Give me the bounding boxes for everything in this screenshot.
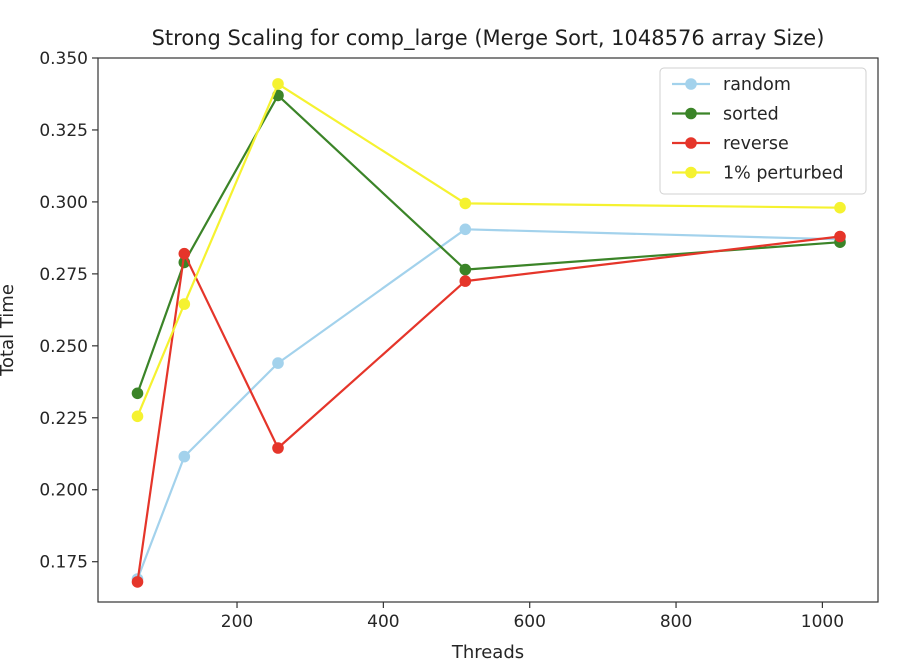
data-point-reverse: [178, 247, 191, 260]
y-axis-label: Total Time: [0, 284, 18, 377]
legend-box: [659, 67, 867, 195]
series-line-random: [136, 228, 841, 580]
series-line-reverse: [136, 235, 841, 583]
series-layer: [131, 78, 846, 588]
data-point-reverse: [834, 230, 846, 243]
legend-item-random: random: [672, 75, 791, 95]
data-point-1-perturbed: [272, 78, 284, 90]
y-tick-label: 0.200: [39, 481, 88, 501]
data-point-random: [459, 223, 472, 236]
x-tick-label: 1000: [801, 612, 844, 632]
data-point-reverse: [459, 275, 472, 287]
legend-swatch-marker: [685, 166, 697, 179]
plot-area-frame: [97, 57, 879, 603]
legend-label: sorted: [723, 105, 779, 125]
legend-label: reverse: [723, 134, 789, 154]
y-tick-label: 0.275: [39, 265, 88, 285]
legend-item-1-perturbed: 1% perturbed: [672, 164, 844, 184]
legend-swatch-marker: [685, 137, 697, 149]
data-point-1-perturbed: [834, 201, 846, 214]
data-point-sorted: [459, 263, 472, 276]
chart-title: Strong Scaling for comp_large (Merge Sor…: [152, 26, 825, 51]
legend-label: 1% perturbed: [723, 164, 844, 184]
series-reverse: [131, 230, 846, 588]
y-tick-label: 0.175: [39, 553, 88, 573]
y-tick-label: 0.325: [39, 121, 88, 141]
legend-label: random: [723, 75, 791, 95]
x-axis-label: Threads: [451, 642, 524, 662]
x-tick-label: 200: [221, 612, 253, 632]
y-tick-label: 0.250: [39, 337, 88, 357]
y-tick-label: 0.300: [39, 193, 88, 213]
series-1-perturbed: [131, 78, 846, 423]
x-tick-label: 400: [367, 612, 399, 632]
legend: random sorted reverse 1% perturbed: [659, 67, 867, 195]
x-tick-label: 800: [660, 612, 692, 632]
data-point-random: [272, 357, 284, 369]
y-tick-label: 0.225: [39, 409, 88, 429]
legend-swatch-marker: [685, 107, 697, 120]
legend-item-sorted: sorted: [672, 105, 779, 125]
y-axis: 0.175 0.200 0.225 0.250 0.275 0.300 0.325 0.350: [39, 49, 98, 573]
series-sorted: [131, 89, 846, 400]
data-point-1-perturbed: [131, 410, 144, 423]
legend-item-reverse: reverse: [672, 134, 789, 154]
x-axis: 200 400 600 800 1000: [221, 602, 844, 632]
data-point-reverse: [131, 576, 144, 588]
y-tick-label: 0.350: [39, 49, 88, 69]
data-point-reverse: [272, 442, 284, 454]
data-point-random: [178, 450, 191, 463]
data-point-sorted: [131, 387, 144, 400]
data-point-1-perturbed: [459, 197, 472, 210]
x-tick-label: 600: [513, 612, 545, 632]
legend-swatch-marker: [685, 78, 697, 90]
data-point-1-perturbed: [178, 298, 191, 310]
